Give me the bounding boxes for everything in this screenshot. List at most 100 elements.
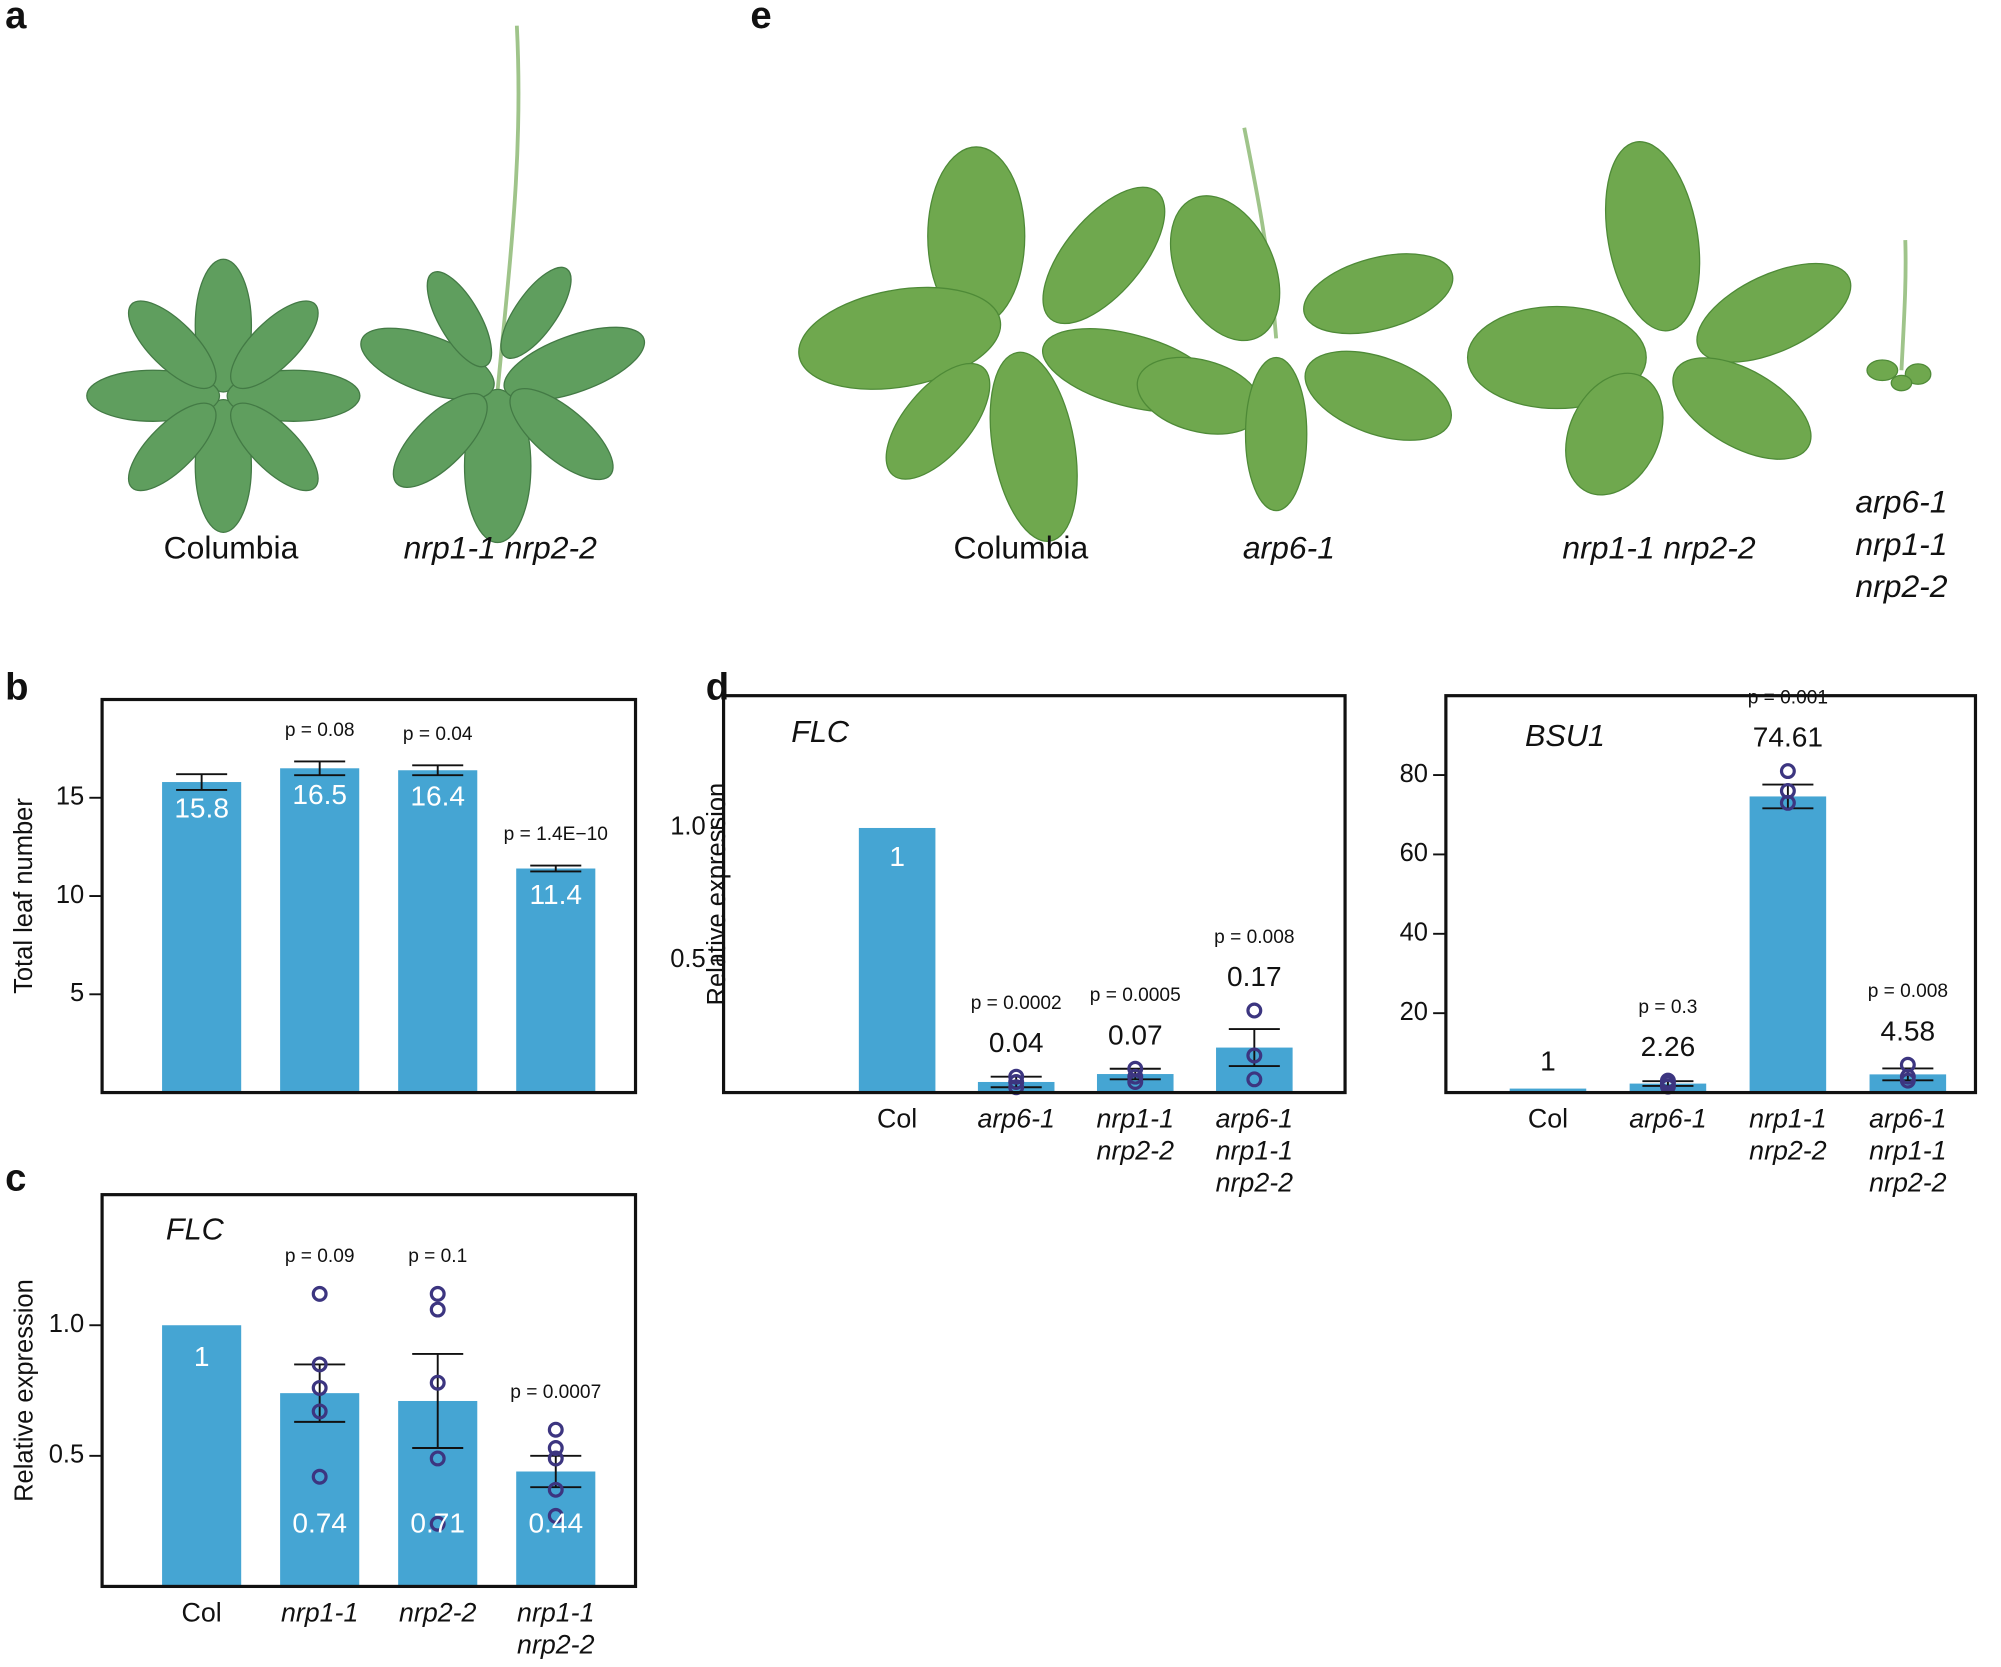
data-point <box>547 1421 564 1438</box>
panel-letter: c <box>5 1157 26 1200</box>
p-value: p = 1.4E−10 <box>504 824 608 845</box>
plant-label: Columbia <box>164 530 299 566</box>
data-point <box>1779 794 1796 811</box>
plant-label: nrp1-1 nrp2-2 <box>1562 530 1755 566</box>
chart-title: FLC <box>791 715 850 749</box>
plot-frame <box>721 694 1347 1095</box>
plant-label: nrp1-1 nrp2-2 <box>404 530 597 566</box>
plant-photo <box>86 25 1932 544</box>
x-tick-label: nrp2-2 <box>1097 1136 1175 1166</box>
value-label: 11.4 <box>529 879 582 910</box>
plot-frame <box>1444 694 1978 1095</box>
x-tick-label: nrp2-2 <box>399 1598 477 1628</box>
data-point <box>311 1285 328 1302</box>
p-value: p = 0.0005 <box>1090 985 1181 1006</box>
data-point <box>429 1515 446 1532</box>
data-point <box>547 1450 564 1467</box>
plant-label: arp6-1 <box>1855 484 1947 520</box>
x-tick-label: arp6-1 <box>1629 1104 1706 1134</box>
data-point <box>547 1507 564 1524</box>
x-tick-label: nrp2-2 <box>1869 1168 1947 1198</box>
p-value: p = 0.001 <box>1748 687 1828 708</box>
panel-letter: e <box>750 0 771 37</box>
value-label: 15.8 <box>174 793 229 824</box>
value-label: 0.04 <box>989 1027 1044 1058</box>
bar <box>162 1325 242 1587</box>
error-bar <box>412 764 464 777</box>
p-value: p = 0.0007 <box>510 1382 601 1403</box>
plot-frame <box>100 1193 638 1589</box>
y-tick-label: 20 <box>1400 998 1428 1026</box>
chart-title: FLC <box>166 1213 225 1247</box>
bar <box>1749 796 1827 1093</box>
data-point <box>429 1285 446 1302</box>
data-point <box>311 1379 328 1396</box>
p-value: p = 0.008 <box>1868 981 1948 1002</box>
y-tick-label: 10 <box>56 881 84 909</box>
p-value: p = 0.04 <box>403 724 473 745</box>
plot-frame <box>100 697 638 1095</box>
y-tick-label: 0.5 <box>670 945 705 973</box>
y-tick-label: 1.0 <box>670 813 705 841</box>
value-label: 0.17 <box>1227 961 1282 992</box>
bar <box>516 868 596 1093</box>
value-label: 0.71 <box>410 1508 465 1539</box>
bar <box>162 782 242 1093</box>
x-tick-label: Col <box>877 1104 917 1134</box>
x-tick-label: nrp2-2 <box>1216 1168 1294 1198</box>
data-point <box>547 1481 564 1498</box>
value-label: 0.74 <box>292 1508 347 1539</box>
p-value: p = 0.1 <box>408 1246 467 1267</box>
bar <box>1509 1088 1587 1093</box>
error-bar <box>176 773 228 791</box>
bar <box>516 1471 596 1587</box>
data-point <box>311 1468 328 1485</box>
x-tick-label: Col <box>182 1598 222 1628</box>
x-tick-label: nrp1-1 <box>1749 1104 1826 1134</box>
data-point <box>1246 1002 1263 1019</box>
value-label: 1 <box>1540 1045 1556 1076</box>
plant-label: nrp1-1 <box>1855 526 1947 562</box>
p-value: p = 0.09 <box>285 1246 355 1267</box>
y-tick-label: 15 <box>56 783 84 811</box>
value-label: 16.4 <box>410 781 465 812</box>
error-bar <box>530 864 582 873</box>
panel-letter: d <box>706 665 729 708</box>
panel-letter: a <box>5 0 27 37</box>
y-tick-label: 5 <box>70 979 84 1007</box>
data-point <box>1008 1073 1025 1090</box>
data-point <box>1246 1047 1263 1064</box>
value-label: 2.26 <box>1641 1031 1696 1062</box>
value-label: 0.07 <box>1108 1019 1163 1050</box>
x-tick-label: nrp2-2 <box>1749 1136 1827 1166</box>
error-bar <box>294 760 346 777</box>
bar <box>280 768 360 1093</box>
x-tick-label: arp6-1 <box>1216 1104 1293 1134</box>
error-bar <box>412 1353 464 1449</box>
chart-title: BSU1 <box>1525 719 1605 753</box>
data-point <box>429 1450 446 1467</box>
x-tick-label: nrp1-1 <box>517 1598 594 1628</box>
data-point <box>1127 1068 1144 1085</box>
value-label: 16.5 <box>292 779 347 810</box>
data-point <box>311 1403 328 1420</box>
data-point <box>1246 1071 1263 1088</box>
p-value: p = 0.08 <box>285 720 355 741</box>
data-point <box>311 1356 328 1373</box>
data-point <box>1127 1073 1144 1090</box>
data-point <box>1899 1072 1916 1089</box>
y-axis-label: Relative expression <box>703 783 731 1006</box>
data-point <box>547 1440 564 1456</box>
data-point <box>1008 1068 1025 1085</box>
bar <box>858 827 936 1093</box>
x-tick-label: nrp1-1 <box>1869 1136 1946 1166</box>
plant-label: Columbia <box>954 530 1089 566</box>
value-label: 0.44 <box>528 1508 583 1539</box>
y-axis-label: Relative expression <box>10 1279 38 1502</box>
y-tick-label: 40 <box>1400 919 1428 947</box>
y-axis-label: Total leaf number <box>10 798 38 994</box>
y-tick-label: 80 <box>1400 760 1428 788</box>
value-label: 74.61 <box>1753 722 1823 753</box>
x-tick-label: arp6-1 <box>1869 1104 1946 1134</box>
